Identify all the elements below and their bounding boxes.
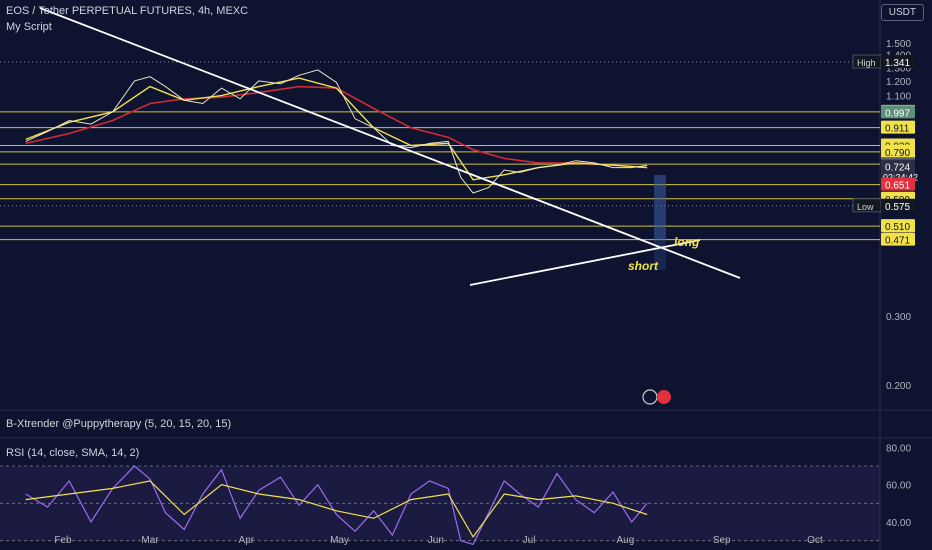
countdown-label: 02:24:42 <box>883 173 918 183</box>
rsi-tick-label: 40.00 <box>886 518 911 529</box>
xtrender-indicator-label: B-Xtrender @Puppytherapy (5, 20, 15, 20,… <box>6 418 232 430</box>
low-value: 0.575 <box>885 202 910 213</box>
rsi-indicator-label: RSI (14, close, SMA, 14, 2) <box>6 447 140 459</box>
symbol-title: EOS / Tether PERPETUAL FUTURES, 4h, MEXC <box>6 5 249 17</box>
time-tick-label: Sep <box>713 535 731 546</box>
price-tick-label: 1.500 <box>886 39 911 50</box>
price-badge-label: 0.510 <box>885 222 910 233</box>
price-badge <box>881 159 915 184</box>
price-tick-label: 0.300 <box>886 312 911 323</box>
high-value: 1.341 <box>885 58 910 69</box>
price-badge-label: 0.911 <box>885 124 910 135</box>
ema-slow-line <box>25 85 648 169</box>
script-name: My Script <box>6 21 52 33</box>
price-tick-label: 1.100 <box>886 92 911 103</box>
currency-button[interactable]: USDT <box>880 4 924 21</box>
time-tick-label: Jun <box>428 535 444 546</box>
main-pane-bg <box>0 0 880 410</box>
low-tag-label: Low <box>857 202 874 212</box>
price-badge <box>881 144 915 158</box>
price-badge-label: 0.651 <box>885 181 910 192</box>
price-tick-label: 1.200 <box>886 77 911 88</box>
long-zone-box <box>654 175 666 240</box>
time-tick-label: Apr <box>239 535 255 546</box>
rsi-tick-label: 60.00 <box>886 481 911 492</box>
price-badge <box>881 105 915 119</box>
time-tick-label: Aug <box>616 535 634 546</box>
rsi-pane-bg <box>0 438 880 550</box>
price-badge-label: 0.790 <box>885 148 910 159</box>
price-badge <box>881 232 915 246</box>
price-tick-label: 1.300 <box>886 63 911 74</box>
rsi-tick-label: 80.00 <box>886 443 911 454</box>
long-annotation: long <box>674 235 700 249</box>
time-tick-label: May <box>330 535 349 546</box>
flag-icon <box>657 390 671 404</box>
price-badge <box>881 219 915 233</box>
high-badge <box>881 55 915 69</box>
price-line <box>25 69 648 194</box>
rsi-line <box>25 465 648 546</box>
price-badge <box>881 177 915 191</box>
price-badge-label: 0.471 <box>885 236 910 247</box>
price-badge-label: 0.724 <box>885 163 910 174</box>
low-badge <box>881 198 915 212</box>
descending-trendline <box>39 7 741 279</box>
time-tick-label: Feb <box>54 535 72 546</box>
time-tick-label: Oct <box>807 535 823 546</box>
high-tag-label: High <box>857 58 876 68</box>
ascending-trendline <box>469 239 701 286</box>
price-tick-label: 0.200 <box>886 381 911 392</box>
price-badge-label: 0.997 <box>885 108 910 119</box>
rsi-ma-line <box>25 480 648 539</box>
time-tick-label: Jul <box>523 535 536 546</box>
price-badge <box>881 120 915 134</box>
time-tick-label: Mar <box>141 535 159 546</box>
short-annotation: short <box>628 259 659 273</box>
